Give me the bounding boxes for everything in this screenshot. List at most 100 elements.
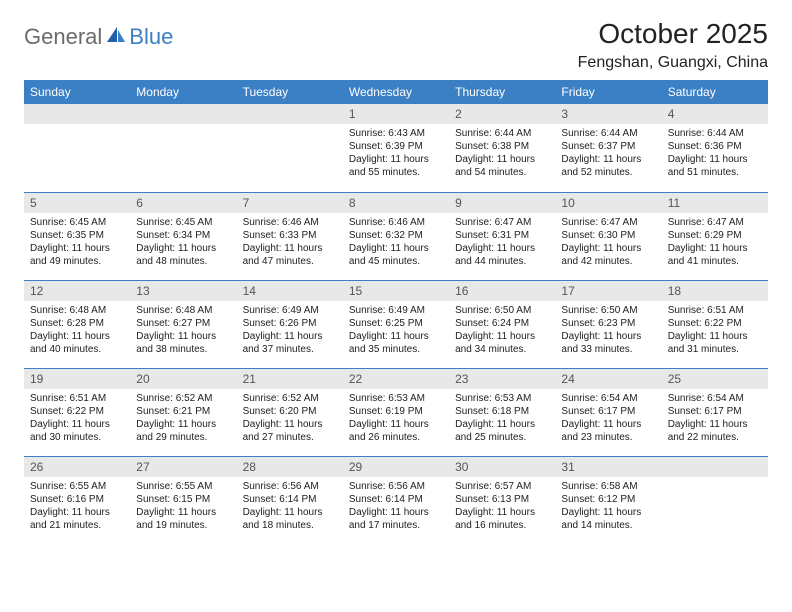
day-line: Sunset: 6:32 PM [349,229,443,242]
day-line: Sunrise: 6:50 AM [561,304,655,317]
day-number [237,104,343,124]
calendar-day-cell: 15Sunrise: 6:49 AMSunset: 6:25 PMDayligh… [343,280,449,368]
header: General Blue October 2025 Fengshan, Guan… [24,18,768,72]
logo-text-blue: Blue [129,24,173,50]
calendar-day-cell: 10Sunrise: 6:47 AMSunset: 6:30 PMDayligh… [555,192,661,280]
calendar-table: SundayMondayTuesdayWednesdayThursdayFrid… [24,80,768,544]
day-content: Sunrise: 6:46 AMSunset: 6:33 PMDaylight:… [237,213,343,272]
weekday-header: Tuesday [237,80,343,104]
day-line: Sunset: 6:19 PM [349,405,443,418]
day-line: Sunrise: 6:45 AM [136,216,230,229]
day-line: Sunrise: 6:45 AM [30,216,124,229]
day-number: 13 [130,281,236,301]
weekday-header: Wednesday [343,80,449,104]
day-number: 14 [237,281,343,301]
calendar-day-cell: 12Sunrise: 6:48 AMSunset: 6:28 PMDayligh… [24,280,130,368]
day-content: Sunrise: 6:48 AMSunset: 6:27 PMDaylight:… [130,301,236,360]
day-line: Daylight: 11 hours and 37 minutes. [243,330,337,356]
day-line: Sunrise: 6:53 AM [455,392,549,405]
day-line: Sunrise: 6:49 AM [349,304,443,317]
day-content [24,124,130,131]
calendar-day-cell: 13Sunrise: 6:48 AMSunset: 6:27 PMDayligh… [130,280,236,368]
day-line: Sunrise: 6:52 AM [243,392,337,405]
calendar-page: General Blue October 2025 Fengshan, Guan… [0,0,792,562]
day-number: 1 [343,104,449,124]
day-line: Sunset: 6:30 PM [561,229,655,242]
day-line: Sunrise: 6:49 AM [243,304,337,317]
day-content: Sunrise: 6:54 AMSunset: 6:17 PMDaylight:… [662,389,768,448]
day-content: Sunrise: 6:47 AMSunset: 6:31 PMDaylight:… [449,213,555,272]
day-content: Sunrise: 6:56 AMSunset: 6:14 PMDaylight:… [237,477,343,536]
day-line: Sunset: 6:12 PM [561,493,655,506]
day-content [237,124,343,131]
day-line: Daylight: 11 hours and 21 minutes. [30,506,124,532]
day-number: 19 [24,369,130,389]
day-line: Sunset: 6:15 PM [136,493,230,506]
day-line: Daylight: 11 hours and 29 minutes. [136,418,230,444]
day-content: Sunrise: 6:53 AMSunset: 6:19 PMDaylight:… [343,389,449,448]
calendar-day-cell: 11Sunrise: 6:47 AMSunset: 6:29 PMDayligh… [662,192,768,280]
day-number: 26 [24,457,130,477]
day-content: Sunrise: 6:53 AMSunset: 6:18 PMDaylight:… [449,389,555,448]
day-content: Sunrise: 6:47 AMSunset: 6:29 PMDaylight:… [662,213,768,272]
day-line: Daylight: 11 hours and 42 minutes. [561,242,655,268]
weekday-header: Monday [130,80,236,104]
day-number: 11 [662,193,768,213]
sail-icon [106,26,126,49]
day-line: Sunrise: 6:52 AM [136,392,230,405]
calendar-day-cell: 1Sunrise: 6:43 AMSunset: 6:39 PMDaylight… [343,104,449,192]
calendar-week-row: 1Sunrise: 6:43 AMSunset: 6:39 PMDaylight… [24,104,768,192]
day-line: Sunrise: 6:58 AM [561,480,655,493]
day-line: Sunset: 6:27 PM [136,317,230,330]
day-line: Sunset: 6:37 PM [561,140,655,153]
logo: General Blue [24,18,173,50]
day-number: 2 [449,104,555,124]
calendar-week-row: 26Sunrise: 6:55 AMSunset: 6:16 PMDayligh… [24,456,768,544]
day-number: 31 [555,457,661,477]
calendar-day-cell: 16Sunrise: 6:50 AMSunset: 6:24 PMDayligh… [449,280,555,368]
location: Fengshan, Guangxi, China [578,54,768,72]
calendar-day-cell: 17Sunrise: 6:50 AMSunset: 6:23 PMDayligh… [555,280,661,368]
day-line: Sunset: 6:31 PM [455,229,549,242]
day-line: Sunset: 6:24 PM [455,317,549,330]
calendar-empty-cell [130,104,236,192]
day-line: Daylight: 11 hours and 18 minutes. [243,506,337,532]
day-number [662,457,768,477]
calendar-day-cell: 26Sunrise: 6:55 AMSunset: 6:16 PMDayligh… [24,456,130,544]
day-content: Sunrise: 6:45 AMSunset: 6:34 PMDaylight:… [130,213,236,272]
day-number: 10 [555,193,661,213]
day-content: Sunrise: 6:46 AMSunset: 6:32 PMDaylight:… [343,213,449,272]
day-line: Sunrise: 6:44 AM [455,127,549,140]
day-content: Sunrise: 6:58 AMSunset: 6:12 PMDaylight:… [555,477,661,536]
day-line: Sunset: 6:22 PM [668,317,762,330]
calendar-day-cell: 21Sunrise: 6:52 AMSunset: 6:20 PMDayligh… [237,368,343,456]
day-line: Sunset: 6:23 PM [561,317,655,330]
calendar-day-cell: 30Sunrise: 6:57 AMSunset: 6:13 PMDayligh… [449,456,555,544]
day-number: 22 [343,369,449,389]
day-line: Daylight: 11 hours and 19 minutes. [136,506,230,532]
calendar-day-cell: 29Sunrise: 6:56 AMSunset: 6:14 PMDayligh… [343,456,449,544]
calendar-day-cell: 27Sunrise: 6:55 AMSunset: 6:15 PMDayligh… [130,456,236,544]
day-line: Sunset: 6:20 PM [243,405,337,418]
day-content: Sunrise: 6:49 AMSunset: 6:26 PMDaylight:… [237,301,343,360]
calendar-day-cell: 3Sunrise: 6:44 AMSunset: 6:37 PMDaylight… [555,104,661,192]
day-line: Sunset: 6:14 PM [349,493,443,506]
day-content: Sunrise: 6:45 AMSunset: 6:35 PMDaylight:… [24,213,130,272]
day-number: 12 [24,281,130,301]
month-title: October 2025 [578,18,768,50]
calendar-empty-cell [662,456,768,544]
day-line: Daylight: 11 hours and 49 minutes. [30,242,124,268]
day-line: Sunrise: 6:54 AM [668,392,762,405]
day-line: Daylight: 11 hours and 27 minutes. [243,418,337,444]
day-line: Sunrise: 6:48 AM [136,304,230,317]
day-line: Sunset: 6:17 PM [668,405,762,418]
calendar-empty-cell [237,104,343,192]
day-number: 18 [662,281,768,301]
day-line: Daylight: 11 hours and 34 minutes. [455,330,549,356]
day-number: 24 [555,369,661,389]
calendar-day-cell: 24Sunrise: 6:54 AMSunset: 6:17 PMDayligh… [555,368,661,456]
calendar-day-cell: 22Sunrise: 6:53 AMSunset: 6:19 PMDayligh… [343,368,449,456]
day-line: Daylight: 11 hours and 17 minutes. [349,506,443,532]
day-line: Daylight: 11 hours and 54 minutes. [455,153,549,179]
calendar-day-cell: 28Sunrise: 6:56 AMSunset: 6:14 PMDayligh… [237,456,343,544]
